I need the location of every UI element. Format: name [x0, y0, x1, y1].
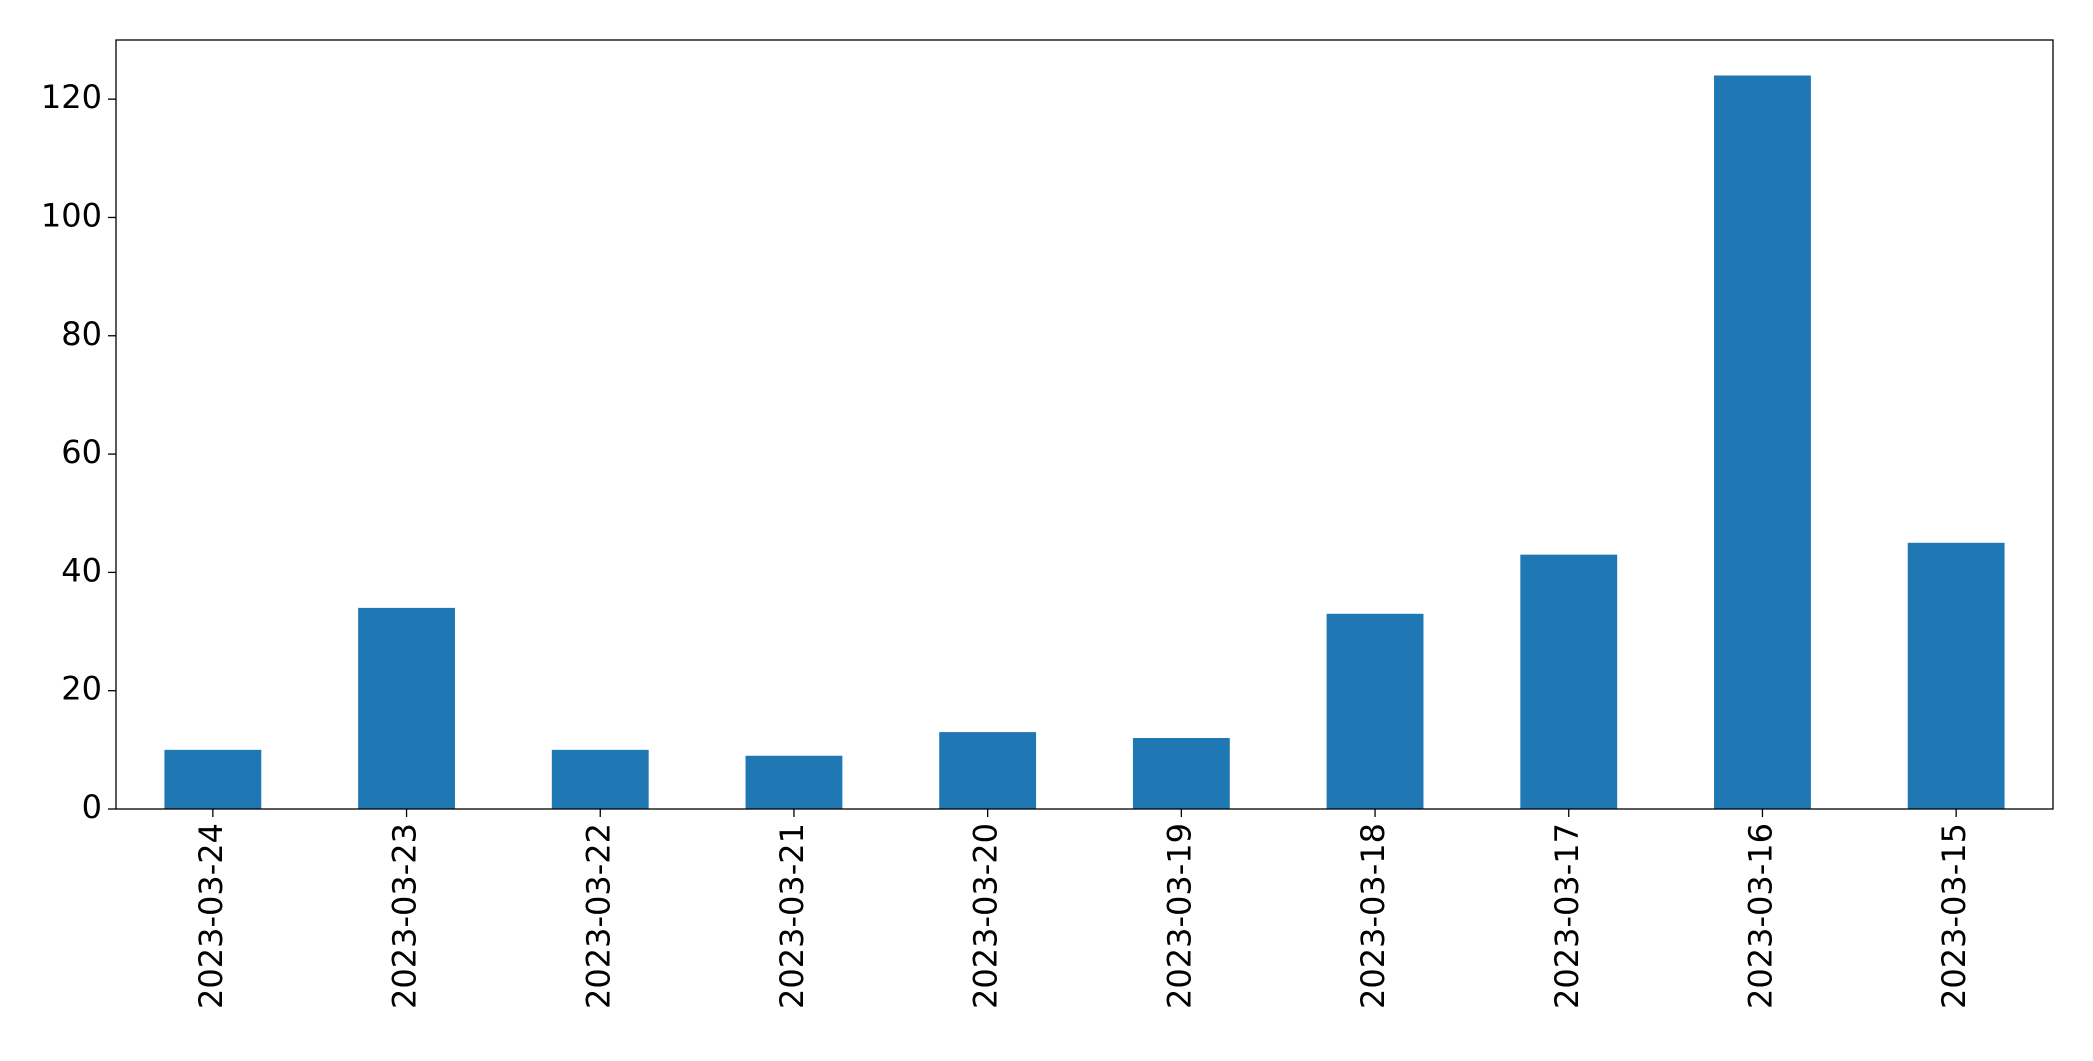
x-tick-label: 2023-03-22: [579, 823, 617, 1009]
y-tick-label: 20: [61, 670, 102, 708]
bar: [745, 755, 843, 809]
plot-frame: [115, 39, 2054, 810]
bar: [1326, 613, 1424, 809]
x-tick-label: 2023-03-16: [1741, 823, 1779, 1009]
bar: [1132, 738, 1230, 809]
y-tick-label: 0: [82, 788, 102, 826]
x-tick-label: 2023-03-23: [386, 823, 424, 1009]
y-tick-label: 80: [61, 315, 102, 353]
x-tick-label: 2023-03-15: [1935, 823, 1973, 1009]
bar: [1907, 542, 2005, 809]
x-tick-label: 2023-03-24: [192, 823, 230, 1009]
x-tick-label: 2023-03-21: [773, 823, 811, 1009]
bar: [358, 607, 455, 809]
y-tick-label: 40: [61, 551, 102, 589]
y-tick-label: 60: [61, 433, 102, 471]
x-tick-label: 2023-03-18: [1354, 823, 1392, 1009]
x-tick-label: 2023-03-20: [967, 823, 1005, 1009]
x-tick-label: 2023-03-19: [1160, 823, 1198, 1009]
y-tick-label: 100: [41, 196, 102, 234]
bar: [1714, 75, 1811, 809]
bar: [1520, 554, 1618, 809]
x-tick-label: 2023-03-17: [1548, 823, 1586, 1009]
bar: [164, 749, 262, 809]
y-tick-label: 120: [41, 78, 102, 116]
bar: [939, 732, 1037, 809]
bar: [551, 749, 649, 809]
